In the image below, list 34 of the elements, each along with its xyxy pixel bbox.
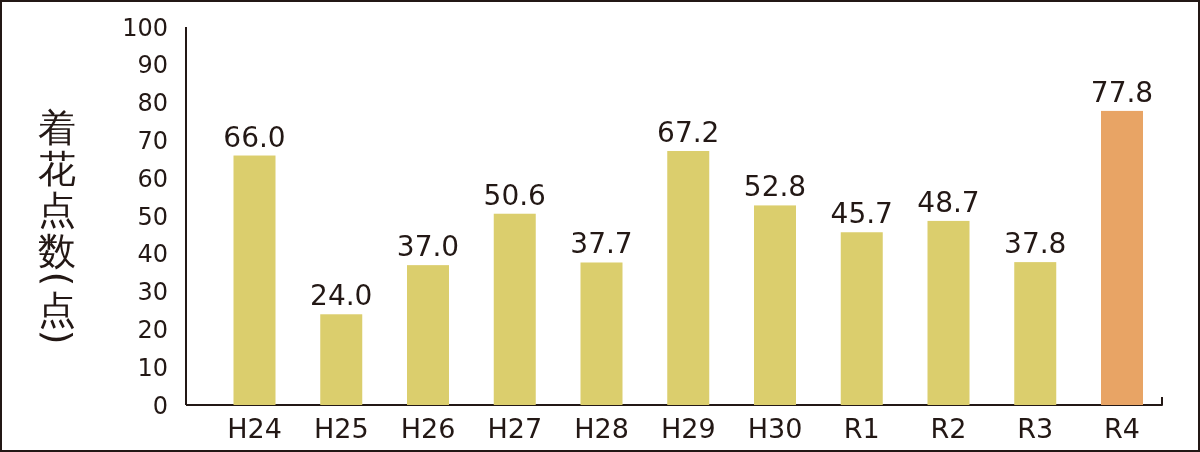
data-label: 24.0 — [310, 279, 373, 313]
x-tick-label: H25 — [313, 413, 369, 444]
data-label: 37.8 — [1004, 227, 1067, 261]
y-tick-label: 90 — [137, 51, 168, 80]
data-label: 45.7 — [830, 197, 893, 231]
data-label: 67.2 — [657, 115, 720, 149]
x-tick-label: R1 — [843, 413, 880, 444]
y-axis-title: 着花点数(点) — [36, 106, 81, 345]
y-tick-label: 30 — [137, 278, 168, 307]
y-tick-label: 80 — [137, 89, 168, 118]
y-tick-label: 50 — [137, 202, 168, 231]
x-tick-label: H28 — [574, 413, 629, 444]
x-tick-label: R4 — [1104, 413, 1140, 444]
data-label: 77.8 — [1090, 75, 1154, 109]
x-tick-label: H30 — [747, 413, 803, 444]
y-tick-label: 100 — [122, 13, 168, 42]
y-tick-label: 10 — [137, 353, 168, 382]
y-tick-label: 60 — [137, 164, 168, 193]
x-tick-label: H26 — [400, 413, 456, 444]
x-tick-label: H27 — [487, 413, 543, 444]
data-label: 50.6 — [483, 178, 546, 212]
x-tick-label: H29 — [660, 413, 716, 444]
data-label: 37.7 — [570, 227, 633, 261]
y-tick-label: 40 — [137, 240, 168, 269]
data-label: 52.8 — [743, 170, 807, 204]
x-tick-label: R2 — [930, 413, 967, 444]
y-tick-label: 70 — [137, 127, 168, 155]
data-label: 66.0 — [223, 120, 286, 154]
x-tick-label: H24 — [227, 413, 282, 444]
x-tick-label: R3 — [1017, 413, 1054, 444]
y-tick-label: 20 — [137, 316, 168, 344]
data-label: 48.7 — [917, 185, 980, 219]
data-label: 37.0 — [396, 230, 460, 264]
y-tick-label: 0 — [152, 391, 168, 420]
